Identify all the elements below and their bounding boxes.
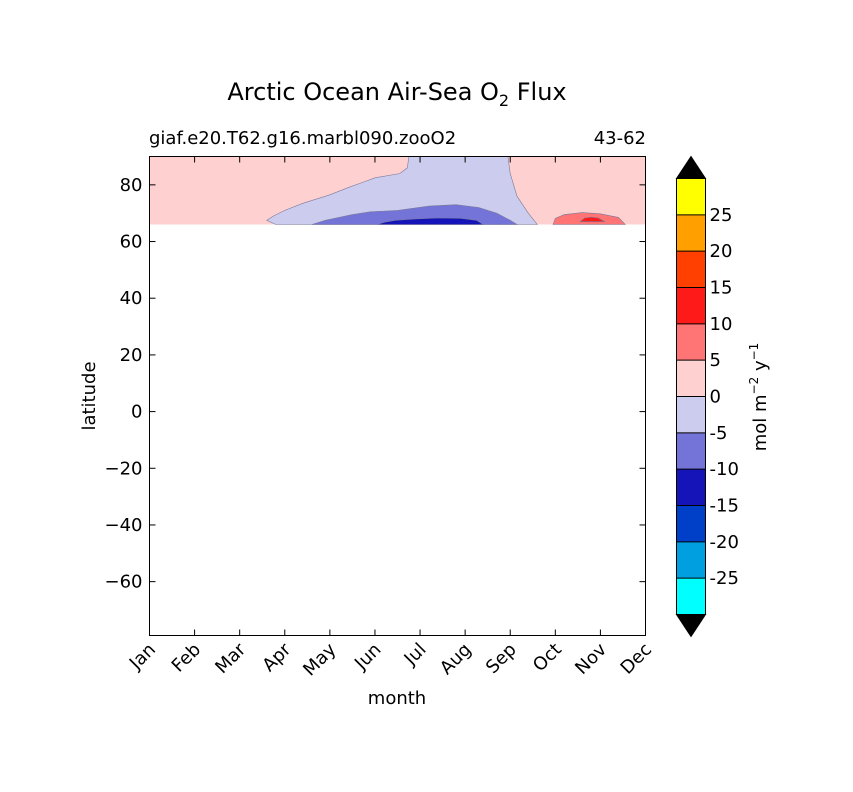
y-tick-label: −20: [105, 458, 143, 479]
x-tick-label: Feb: [168, 639, 205, 676]
colorbar-swatch: [676, 469, 706, 506]
x-tick-label: Jul: [400, 639, 431, 670]
subtitle-left: giaf.e20.T62.g16.marbl090.zooO2: [149, 128, 456, 149]
colorbar: -25 -20 -15 -10 -5 0 5 10 15 20 25: [675, 155, 739, 638]
chart-title: Arctic Ocean Air-Sea O2 Flux: [227, 78, 566, 110]
colorbar-tick-label: 25: [710, 205, 733, 226]
colorbar-over-triangle: [675, 155, 707, 179]
y-tick-label: −40: [105, 515, 143, 536]
subtitle-right: 43-62: [594, 128, 646, 149]
colorbar-swatch: [676, 214, 706, 252]
x-tick-label: Jan: [125, 639, 160, 674]
colorbar-swatch: [676, 287, 706, 324]
x-tick-label: Aug: [436, 639, 476, 679]
y-tick-label: 80: [120, 175, 143, 196]
plot-area: [149, 156, 646, 225]
contour-region: [579, 216, 606, 222]
x-tick-label: Jun: [350, 639, 385, 674]
colorbar-swatch: [676, 541, 706, 579]
colorbar-tick-label: -20: [710, 532, 739, 553]
colorbar-swatch: [676, 360, 706, 397]
colorbar-swatch: [676, 396, 706, 433]
x-tick-label: Apr: [258, 639, 295, 676]
y-axis-label: latitude: [79, 361, 100, 430]
axes: Jan Feb Mar Apr May Jun Jul Aug Sep Oct Nov Dec 80 60…: [105, 156, 656, 680]
colorbar-tick-label: 20: [710, 241, 733, 262]
x-tick-label: Mar: [211, 639, 250, 678]
colorbar-swatch: [676, 505, 706, 542]
x-tick-label: Nov: [571, 639, 611, 679]
colorbar-tick-label: -25: [710, 568, 739, 589]
plot-frame: [149, 156, 646, 636]
colorbar-tick-label: -5: [710, 423, 728, 444]
colorbar-tick-label: -10: [710, 459, 739, 480]
contour-region: [377, 217, 485, 225]
x-tick-label: Oct: [529, 639, 566, 676]
colorbar-swatch: [676, 178, 706, 215]
colorbar-swatch: [676, 323, 706, 361]
y-tick-label: 20: [120, 345, 143, 366]
colorbar-swatch: [676, 432, 706, 470]
colorbar-under-triangle: [675, 614, 707, 638]
y-tick-label: −60: [105, 572, 143, 593]
x-axis-label: month: [368, 688, 426, 709]
y-tick-label: 40: [120, 288, 143, 309]
x-tick-label: May: [299, 639, 340, 680]
colorbar-tick-label: 5: [710, 350, 721, 371]
y-tick-label: 60: [120, 232, 143, 253]
x-tick-label: Dec: [617, 639, 656, 678]
y-tick-label: 0: [131, 402, 142, 423]
colorbar-tick-label: 0: [710, 387, 721, 408]
x-tick-label: Sep: [482, 639, 521, 678]
colorbar-tick-label: 15: [710, 278, 733, 299]
colorbar-tick-label: 10: [710, 314, 733, 335]
colorbar-tick-label: -15: [710, 496, 739, 517]
colorbar-swatch: [676, 251, 706, 288]
colorbar-swatch: [676, 578, 706, 615]
colorbar-label: mol m−2 y−1: [747, 343, 771, 452]
